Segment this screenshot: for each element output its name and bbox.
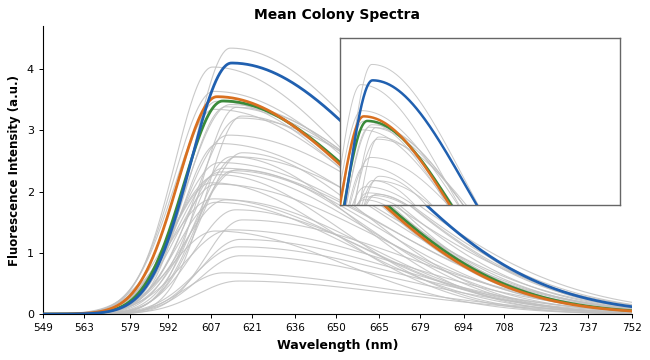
Y-axis label: Fluorescence Intensity (a.u.): Fluorescence Intensity (a.u.) [8, 75, 21, 266]
Title: Mean Colony Spectra: Mean Colony Spectra [254, 8, 421, 22]
X-axis label: Wavelength (nm): Wavelength (nm) [277, 339, 398, 352]
